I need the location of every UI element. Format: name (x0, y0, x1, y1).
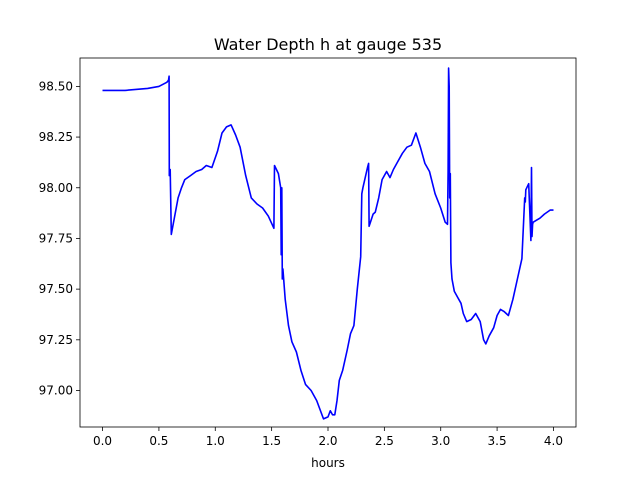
x-tick-label: 4.0 (544, 434, 563, 448)
y-tick-label: 97.00 (39, 384, 73, 398)
y-tick-label: 97.25 (39, 333, 73, 347)
x-axis-label: hours (311, 456, 345, 470)
x-tick-label: 3.5 (488, 434, 507, 448)
y-tick-label: 98.50 (39, 79, 73, 93)
x-tick-label: 0.0 (93, 434, 112, 448)
chart-title: Water Depth h at gauge 535 (214, 35, 442, 54)
y-tick-label: 97.75 (39, 231, 73, 245)
y-axis: 97.00 97.25 97.50 97.75 98.00 98.25 98.50 (39, 79, 80, 398)
y-tick-label: 98.00 (39, 181, 73, 195)
x-tick-label: 2.5 (375, 434, 394, 448)
x-axis: 0.0 0.5 1.0 1.5 2.0 2.5 3.0 3.5 4.0 (93, 427, 563, 448)
y-tick-label: 97.50 (39, 282, 73, 296)
x-tick-label: 1.5 (262, 434, 281, 448)
x-tick-label: 3.0 (431, 434, 450, 448)
x-tick-label: 0.5 (149, 434, 168, 448)
series-line (102, 67, 554, 420)
x-tick-label: 1.0 (206, 434, 225, 448)
plot-area (79, 57, 577, 428)
x-tick-label: 2.0 (318, 434, 337, 448)
y-tick-label: 98.25 (39, 130, 73, 144)
